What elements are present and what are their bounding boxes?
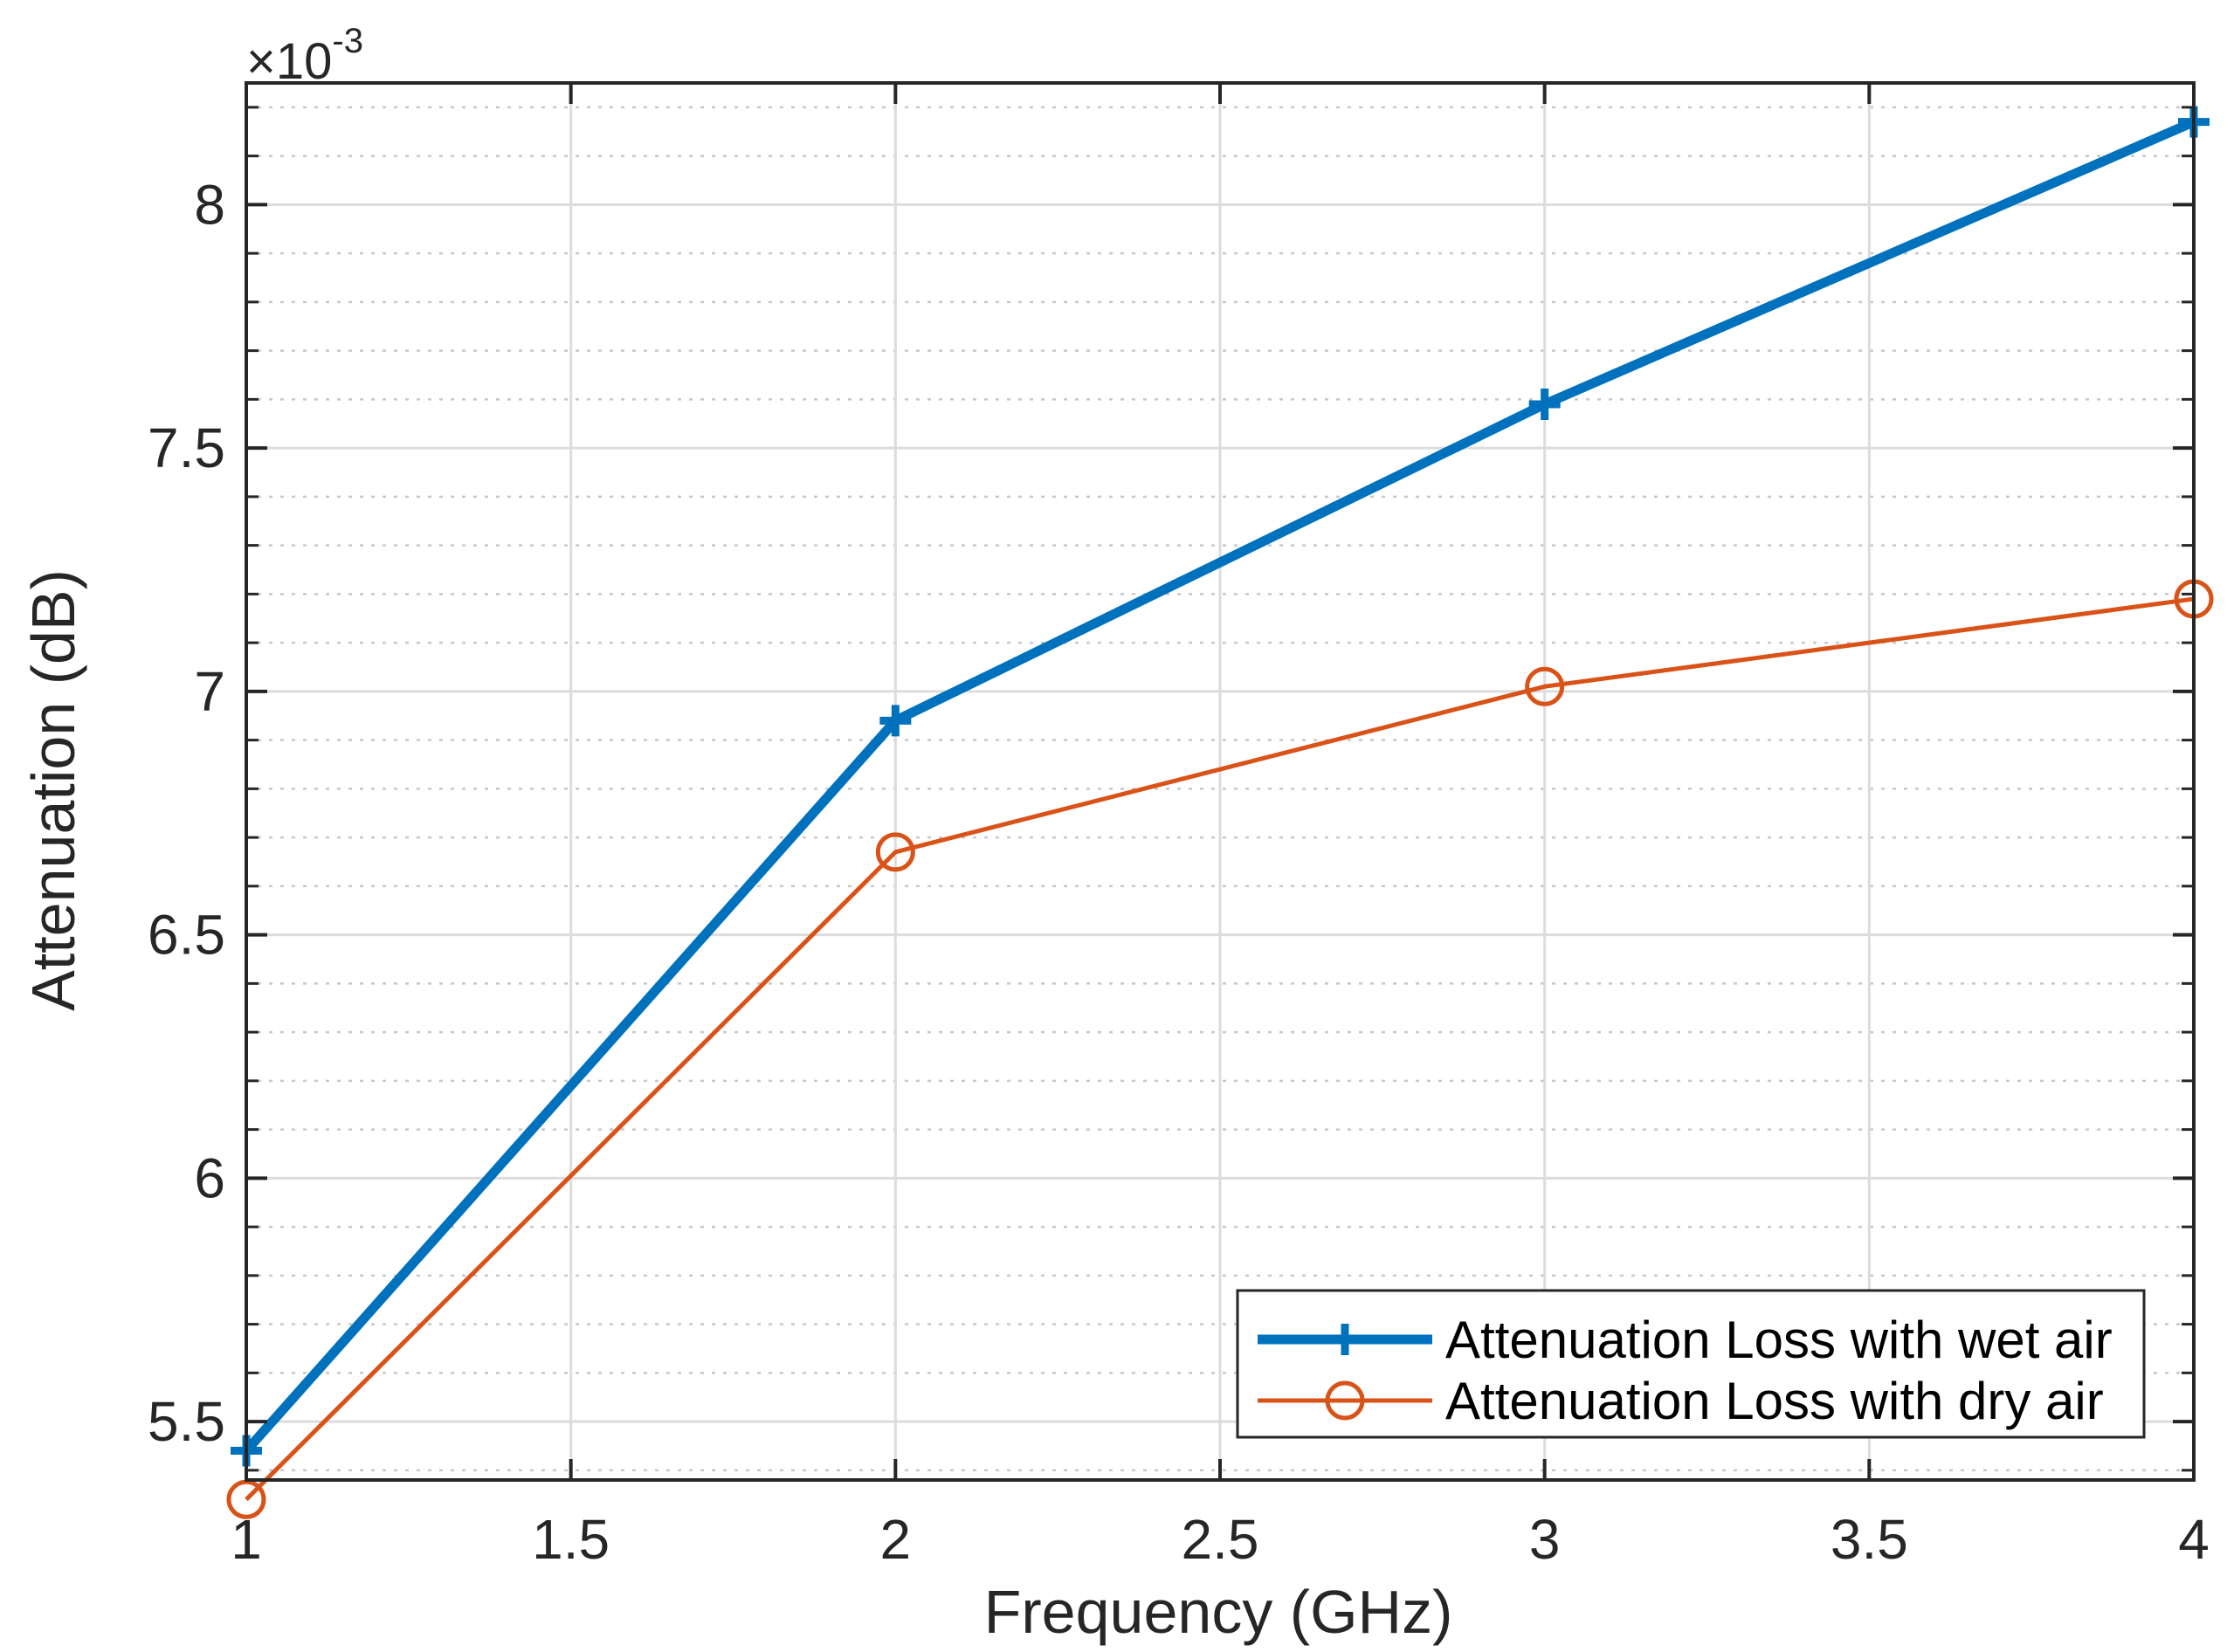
series-1-point	[875, 832, 915, 872]
legend-marker-1	[1325, 1380, 1365, 1421]
tick-labels: 5.5 6 6.5 7 7.5 8 1 1.5 2 2.5 3 3.5 4	[148, 173, 2210, 1571]
legend-label-1: Attenuation Loss with dry air	[1445, 1372, 2104, 1430]
y-axis-exponent: ×10-3	[246, 22, 363, 90]
y-axis-title: Attenuation (dB)	[19, 569, 87, 1011]
y-tick-label: 7	[194, 660, 225, 723]
legend-box	[1236, 1289, 2146, 1439]
x-tick-label: 2.5	[1182, 1508, 1259, 1571]
x-axis-title: Frequency (GHz)	[984, 1578, 1453, 1646]
x-tick-label: 1.5	[532, 1508, 610, 1571]
x-tick-label: 1	[231, 1508, 262, 1571]
x-tick-label: 3	[1529, 1508, 1561, 1571]
y-tick-label: 8	[194, 173, 225, 236]
x-tick-label: 4	[2178, 1508, 2210, 1571]
series-line-0	[242, 117, 2196, 1455]
y-exponent-power: -3	[332, 22, 363, 60]
y-tick-label: 5.5	[148, 1390, 225, 1453]
series-1-point	[226, 1479, 266, 1519]
legend: Attenuation Loss with wet airAttenuation…	[1236, 1289, 2146, 1439]
y-tick-label: 6.5	[148, 904, 225, 967]
grid-lines	[245, 83, 2196, 1480]
x-tick-label: 2	[880, 1508, 912, 1571]
legend-label-0: Attenuation Loss with wet air	[1445, 1311, 2113, 1369]
series-line-1	[245, 596, 2195, 1502]
y-exponent-prefix: ×10	[246, 33, 332, 90]
y-tick-label: 6	[194, 1146, 225, 1209]
axis-ticks	[245, 83, 2196, 1480]
series-1-point	[1525, 666, 1565, 706]
x-tick-label: 3.5	[1831, 1508, 1908, 1571]
y-tick-label: 7.5	[148, 416, 225, 479]
